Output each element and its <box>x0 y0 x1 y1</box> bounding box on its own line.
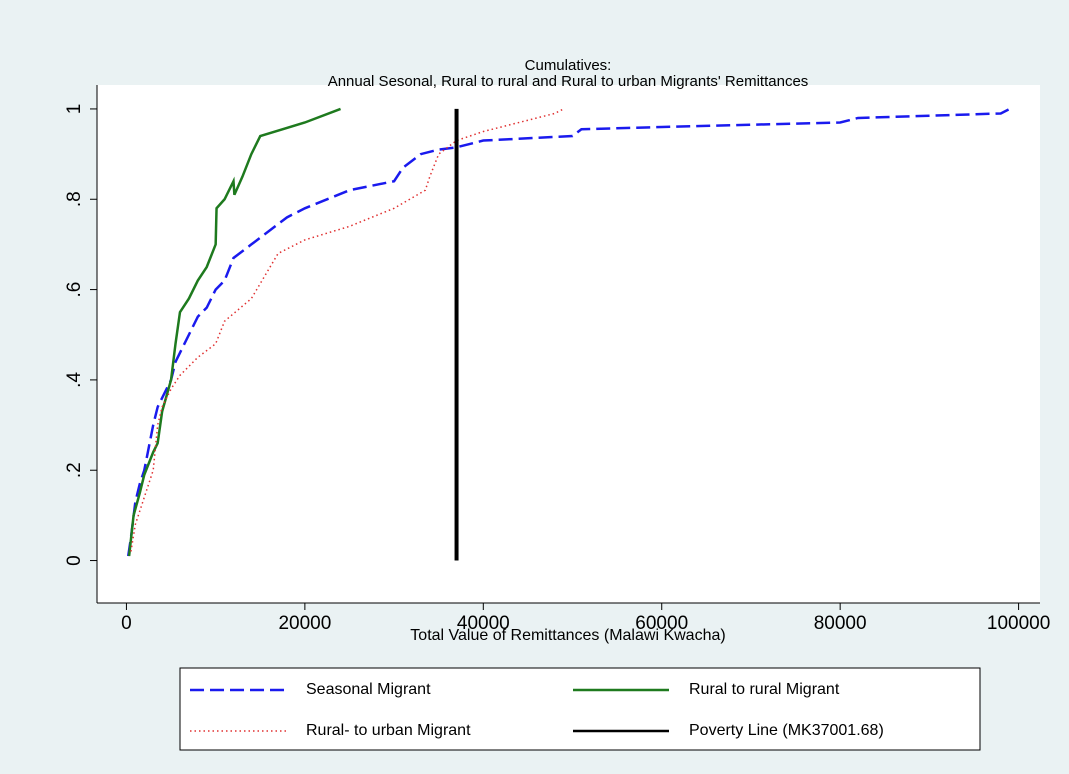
legend-label: Rural- to urban Migrant <box>306 722 471 739</box>
x-tick-label: 40000 <box>457 613 510 634</box>
y-tick-label: 1 <box>64 104 85 115</box>
y-tick-label: .6 <box>64 282 85 298</box>
x-axis-label: Total Value of Remittances (Malawi Kwach… <box>410 627 725 644</box>
legend <box>179 667 981 751</box>
x-tick-label: 80000 <box>814 613 867 634</box>
x-tick-label: 20000 <box>278 613 331 634</box>
x-tick-label: 60000 <box>635 613 688 634</box>
x-tick-label: 0 <box>121 613 132 634</box>
legend-label: Seasonal Migrant <box>306 681 431 698</box>
y-tick-label: .8 <box>64 191 85 207</box>
legend-label: Poverty Line (MK37001.68) <box>689 722 884 739</box>
series-line <box>127 107 341 557</box>
series-line <box>126 107 1011 557</box>
y-tick-label: .4 <box>64 372 85 388</box>
chart-subtitle: Annual Sesonal, Rural to rural and Rural… <box>328 73 809 90</box>
legend-label: Rural to rural Migrant <box>689 681 840 698</box>
y-tick-label: 0 <box>64 555 85 566</box>
plot-area <box>97 85 1040 603</box>
y-tick-label: .2 <box>64 462 85 478</box>
chart-title: Cumulatives: <box>525 57 612 74</box>
x-tick-label: 100000 <box>987 613 1050 634</box>
